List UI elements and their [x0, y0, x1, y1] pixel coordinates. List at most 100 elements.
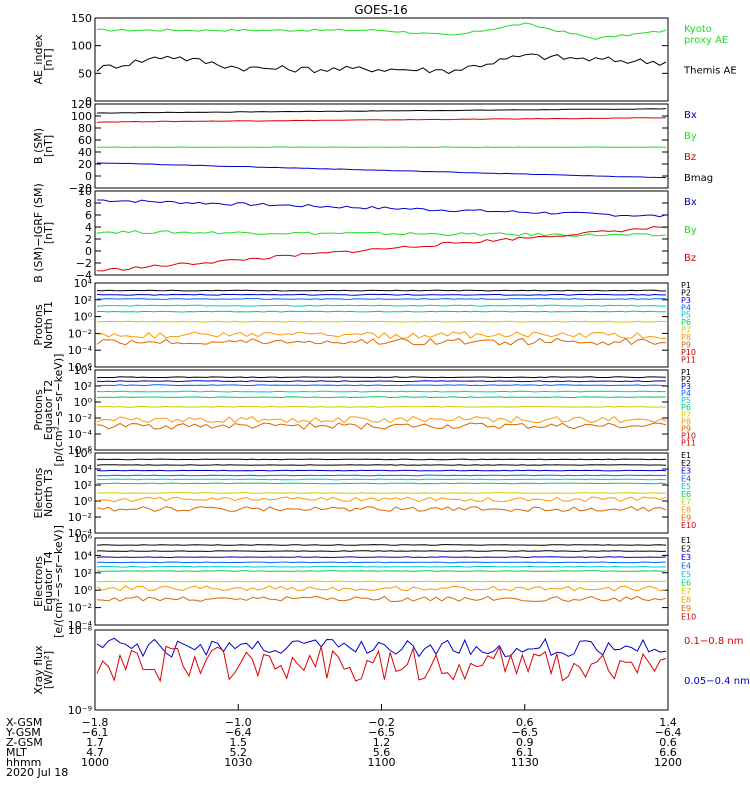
- y-tick-label: 4: [85, 221, 92, 234]
- y-tick-label: −2: [76, 257, 92, 270]
- y-tick-label: 100: [71, 40, 92, 53]
- y-tick-label: 10⁻⁴: [68, 428, 93, 441]
- y-axis-label: North T1: [42, 301, 55, 349]
- legend-entry: Bz: [684, 253, 696, 264]
- y-axis-label: [nT]: [42, 222, 55, 244]
- flux-trace: [97, 332, 666, 339]
- y-axis-label: [p/(cm²−s−sr−keV)]: [52, 354, 65, 467]
- flux-trace: [97, 551, 666, 552]
- x-tick-label: 1030: [224, 756, 252, 769]
- series-line-themis-ae: [97, 54, 666, 74]
- flux-trace: [97, 507, 666, 512]
- flux-trace: [97, 470, 666, 471]
- y-tick-label: 10⁻²: [68, 602, 92, 615]
- x-tick-label: 1200: [654, 756, 682, 769]
- legend-entry: Bx: [684, 110, 697, 121]
- flux-trace: [97, 586, 666, 591]
- legend-entry: Themis AE: [683, 66, 737, 77]
- legend-entry: P11: [681, 438, 696, 447]
- series-line-bx: [97, 200, 666, 217]
- flux-trace: [97, 385, 666, 386]
- panel-frame: [95, 283, 668, 367]
- y-tick-label: 150: [71, 12, 92, 25]
- legend-entry: E10: [681, 613, 696, 622]
- series-line-bx: [97, 163, 666, 178]
- y-tick-label: 10⁻²: [68, 511, 92, 524]
- y-tick-label: 10²: [74, 567, 92, 580]
- flux-trace: [97, 406, 666, 407]
- flux-trace: [97, 479, 666, 480]
- panel-frame: [95, 630, 668, 710]
- y-tick-label: 10: [78, 185, 92, 198]
- y-axis-label: [W/m²]: [42, 651, 55, 689]
- y-axis-label: North T3: [42, 469, 55, 517]
- flux-trace: [97, 646, 666, 681]
- y-tick-label: 10²: [74, 294, 92, 307]
- flux-trace: [97, 465, 666, 466]
- y-tick-label: 10⁰: [74, 311, 93, 324]
- y-axis-label: [nT]: [42, 135, 55, 157]
- legend-entry: Kyoto: [684, 24, 712, 35]
- y-tick-label: 80: [78, 122, 92, 135]
- flux-trace: [97, 377, 666, 378]
- flux-trace: [97, 423, 666, 429]
- y-tick-label: 10⁻⁸: [68, 624, 93, 637]
- y-tick-label: 0: [85, 245, 92, 258]
- y-tick-label: 10⁻²: [68, 412, 92, 425]
- flux-trace: [97, 459, 666, 460]
- flux-trace: [97, 571, 666, 572]
- flux-trace: [97, 305, 666, 306]
- legend-entry: P11: [681, 355, 696, 364]
- flux-trace: [97, 497, 666, 502]
- y-tick-label: 10⁶: [74, 447, 93, 460]
- legend-entry: 0.1−0.8 nm: [684, 636, 743, 647]
- y-tick-label: 10²: [74, 479, 92, 492]
- y-tick-label: 120: [71, 98, 92, 111]
- legend-entry: E10: [681, 521, 696, 530]
- flux-trace: [97, 483, 666, 484]
- flux-trace: [97, 581, 666, 582]
- y-tick-label: 10⁴: [74, 549, 93, 562]
- flux-trace: [97, 638, 666, 657]
- series-line-kyoto-proxy-ae: [97, 23, 666, 39]
- plot-title: GOES-16: [354, 3, 408, 17]
- legend-entry: Bz: [684, 152, 696, 163]
- legend-entry: By: [684, 225, 697, 236]
- y-tick-label: 10⁻²: [68, 327, 92, 340]
- flux-trace: [97, 311, 666, 312]
- x-tick-label: 1000: [81, 756, 109, 769]
- flux-trace: [97, 339, 666, 345]
- y-tick-label: 60: [78, 134, 92, 147]
- y-tick-label: 50: [78, 67, 92, 80]
- y-tick-label: 100: [71, 110, 92, 123]
- y-axis-label: [nT]: [42, 48, 55, 70]
- y-tick-label: 8: [85, 197, 92, 210]
- x-axis-row-label: 2020 Jul 18: [6, 766, 68, 779]
- flux-trace: [97, 493, 666, 494]
- series-line-bz: [97, 118, 666, 123]
- flux-trace: [97, 562, 666, 563]
- y-tick-label: 20: [78, 158, 92, 171]
- flux-trace: [97, 397, 666, 398]
- flux-trace: [97, 475, 666, 476]
- flux-trace: [97, 290, 666, 291]
- flux-trace: [97, 596, 666, 601]
- y-tick-label: 10²: [74, 380, 92, 393]
- legend-entry: proxy AE: [684, 35, 728, 46]
- y-tick-label: 10⁰: [74, 495, 93, 508]
- legend-entry: Bx: [684, 197, 697, 208]
- y-tick-label: 0: [85, 170, 92, 183]
- flux-trace: [97, 566, 666, 567]
- y-tick-label: 40: [78, 146, 92, 159]
- y-tick-label: 10⁴: [74, 364, 93, 377]
- legend-entry: 0.05−0.4 nm: [684, 676, 750, 687]
